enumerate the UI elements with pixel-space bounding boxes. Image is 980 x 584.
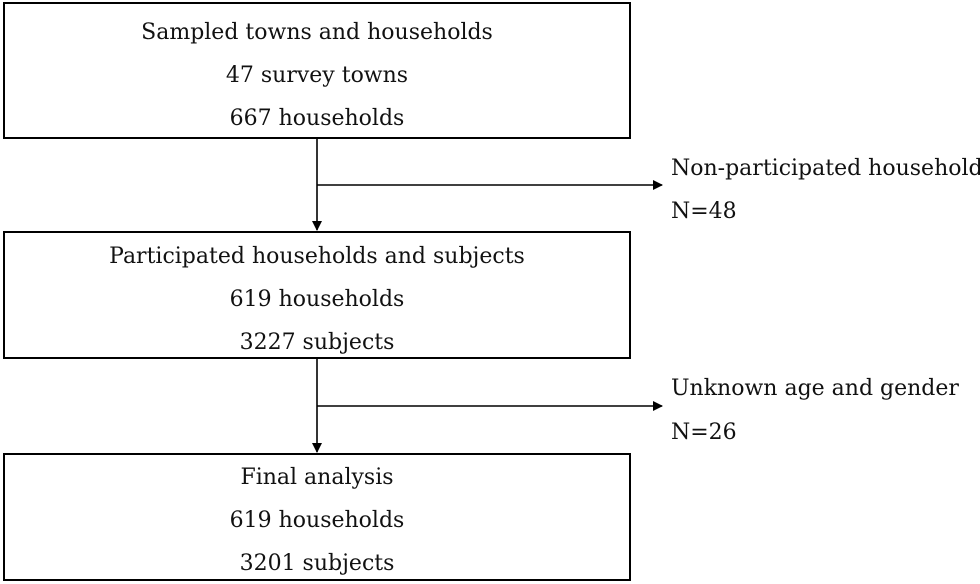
stage-detail: 667 households bbox=[229, 106, 405, 131]
stage-box-final: Final analysis 619 households 3201 subje… bbox=[3, 453, 631, 581]
stage-title: Final analysis bbox=[240, 465, 394, 490]
stage-detail: 619 households bbox=[229, 287, 405, 312]
exclusion-count: N=26 bbox=[671, 420, 737, 445]
stage-detail: 3227 subjects bbox=[239, 330, 395, 355]
exclusion-label: Non-participated households bbox=[671, 156, 980, 181]
exclusion-label: Unknown age and gender bbox=[671, 376, 959, 401]
stage-detail: 3201 subjects bbox=[239, 551, 395, 576]
stage-title: Sampled towns and households bbox=[141, 20, 493, 45]
stage-box-participated: Participated households and subjects 619… bbox=[3, 231, 631, 359]
stage-box-sampled: Sampled towns and households 47 survey t… bbox=[3, 2, 631, 139]
exclusion-count: N=48 bbox=[671, 199, 737, 224]
stage-detail: 47 survey towns bbox=[225, 63, 409, 88]
stage-title: Participated households and subjects bbox=[109, 244, 525, 269]
stage-detail: 619 households bbox=[229, 508, 405, 533]
